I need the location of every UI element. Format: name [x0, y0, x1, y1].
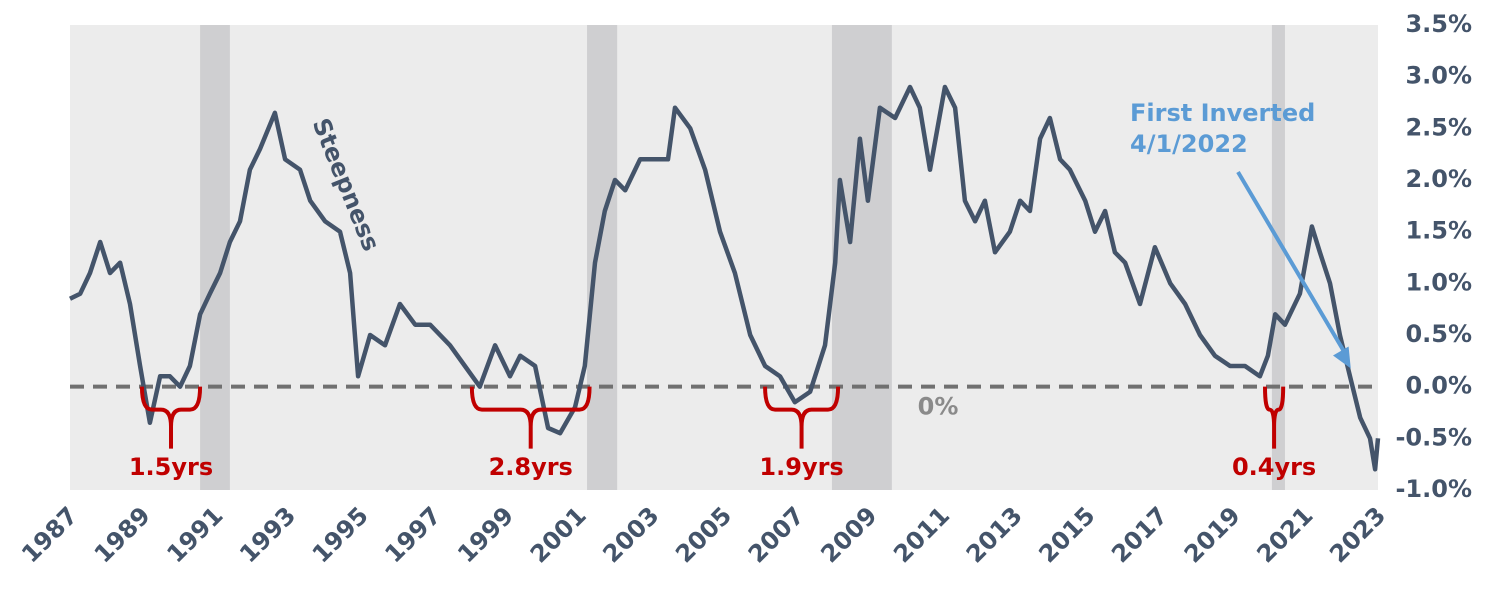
- x-tick-label: 1989: [89, 501, 156, 568]
- recession-band: [831, 25, 892, 490]
- x-tick-label: 2023: [1324, 501, 1391, 568]
- annotation-text: First Inverted: [1130, 99, 1315, 127]
- x-tick-label: 2007: [743, 501, 810, 568]
- x-tick-label: 1995: [307, 501, 374, 568]
- y-tick-label: 2.0%: [1405, 165, 1472, 193]
- x-tick-label: 2001: [525, 501, 592, 568]
- x-tick-label: 2003: [597, 501, 664, 568]
- recession-band: [1271, 25, 1285, 490]
- y-tick-label: 3.5%: [1405, 10, 1472, 38]
- y-tick-label: -0.5%: [1395, 423, 1472, 451]
- y-tick-label: 1.0%: [1405, 268, 1472, 296]
- x-tick-label: 1987: [16, 501, 83, 568]
- y-tick-label: 2.5%: [1405, 113, 1472, 141]
- inversion-label: 1.5yrs: [129, 453, 213, 481]
- y-tick-label: 0.5%: [1405, 320, 1472, 348]
- steepness-line: [68, 84, 1381, 472]
- recession-band: [587, 25, 618, 490]
- x-tick-label: 2013: [961, 501, 1028, 568]
- x-tick-label: 2009: [815, 501, 882, 568]
- inversion-bracket: [469, 386, 592, 449]
- annotation-text: 4/1/2022: [1130, 130, 1248, 158]
- y-tick-label: 1.5%: [1405, 217, 1472, 245]
- inversion-label: 1.9yrs: [759, 453, 843, 481]
- x-tick-label: 2011: [888, 501, 955, 568]
- y-tick-label: -1.0%: [1395, 475, 1472, 503]
- inversion-bracket: [139, 386, 203, 449]
- x-tick-label: 1997: [379, 501, 446, 568]
- inversion-label: 0.4yrs: [1232, 453, 1316, 481]
- x-tick-label: 2015: [1033, 501, 1100, 568]
- inversion-bracket: [1263, 386, 1286, 449]
- x-tick-label: 2017: [1106, 501, 1173, 568]
- y-tick-label: 3.0%: [1405, 62, 1472, 90]
- x-tick-label: 2005: [670, 501, 737, 568]
- x-tick-label: 1993: [234, 501, 301, 568]
- plot-area: [70, 25, 1378, 490]
- y-tick-label: 0.0%: [1405, 372, 1472, 400]
- inversion-label: 2.8yrs: [489, 453, 573, 481]
- x-tick-label: 2019: [1179, 501, 1246, 568]
- annotation-arrow: [1236, 170, 1348, 356]
- zero-label: 0%: [918, 393, 959, 421]
- x-tick-label: 2021: [1251, 501, 1318, 568]
- inversion-bracket: [763, 386, 841, 449]
- x-tick-label: 1999: [452, 501, 519, 568]
- x-tick-label: 1991: [161, 501, 228, 568]
- arrow-head: [1332, 346, 1351, 369]
